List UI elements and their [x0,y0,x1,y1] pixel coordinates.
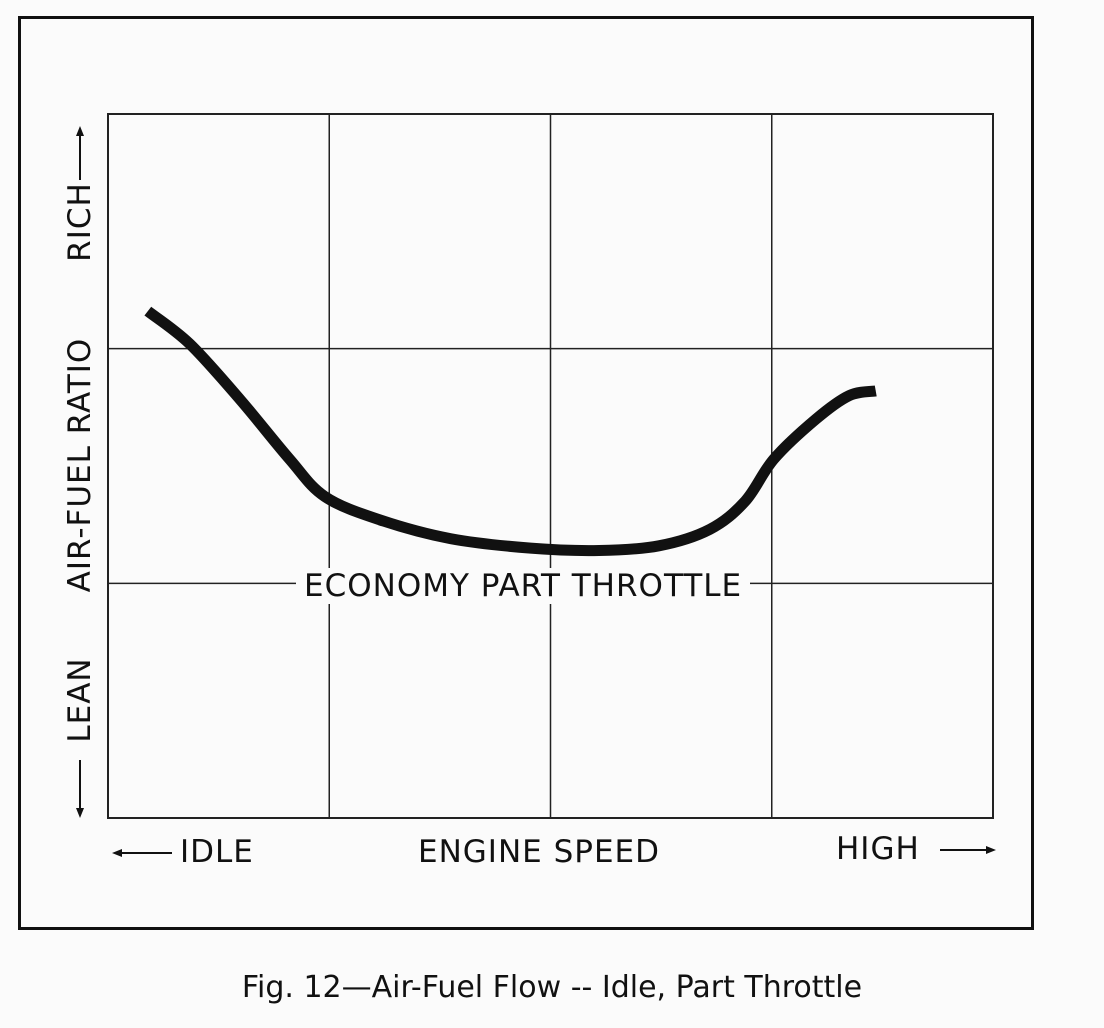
y-low-label: LEAN [62,657,98,743]
figure-caption: Fig. 12—Air-Fuel Flow -- Idle, Part Thro… [241,970,863,1005]
x-low-label: IDLE [180,834,254,870]
air-fuel-curve [144,306,877,557]
y-high-label: RICH [62,182,98,262]
annotation-economy-part-throttle: ECONOMY PART THROTTLE [296,568,751,604]
x-axis-label: ENGINE SPEED [418,834,660,870]
arrow-head-right [986,846,996,854]
x-high-label: HIGH [836,831,920,867]
arrow-head-up [76,126,84,136]
figure-frame [18,16,1034,930]
y-axis-label: AIR-FUEL RATIO [62,337,98,593]
arrow-head-down [76,808,84,818]
arrow-head-left [112,849,122,857]
